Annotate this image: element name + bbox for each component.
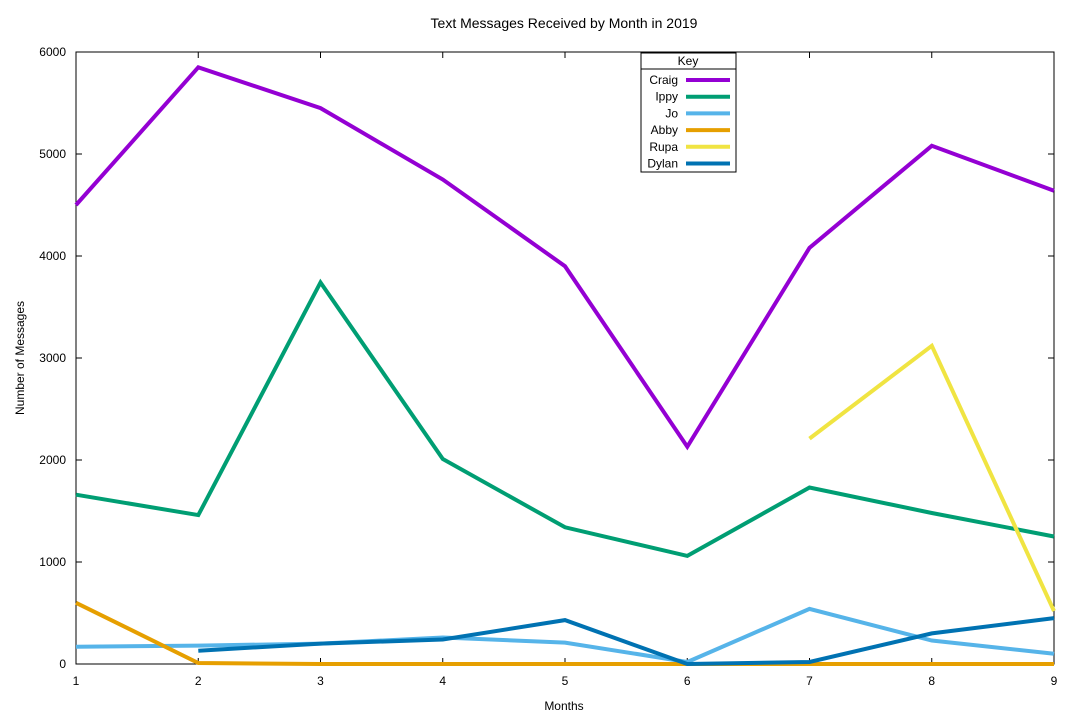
legend-label-rupa: Rupa [649, 140, 678, 154]
legend-items: Craig Ippy Jo Abby Rupa Dylan [647, 73, 730, 171]
axis-ticks [75, 51, 1055, 665]
x-tick-label: 9 [1051, 674, 1058, 688]
x-tick-label: 4 [439, 674, 446, 688]
legend-label-craig: Craig [649, 73, 678, 87]
chart-title: Text Messages Received by Month in 2019 [431, 15, 698, 31]
x-tick-label: 2 [195, 674, 202, 688]
tick-labels: 1 2 3 4 5 6 7 8 9 0 1000 2000 3000 4000 5000 6000 [39, 45, 1057, 688]
x-tick-label: 6 [684, 674, 691, 688]
series-line-ippy [75, 278, 1055, 559]
legend-label-jo: Jo [665, 106, 678, 120]
y-tick-label: 3000 [39, 351, 66, 365]
series-line-rupa [808, 342, 1056, 612]
legend-label-abby: Abby [651, 123, 678, 137]
x-axis-label: Months [544, 699, 583, 713]
y-tick-label: 2000 [39, 453, 66, 467]
y-tick-label: 0 [59, 657, 66, 671]
series-line-abby [75, 601, 1054, 666]
x-tick-label: 7 [806, 674, 813, 688]
series-line-craig [74, 64, 1055, 451]
y-tick-label: 6000 [39, 45, 66, 59]
x-tick-label: 1 [73, 674, 80, 688]
series-line-jo [75, 606, 1055, 665]
y-tick-label: 1000 [39, 555, 66, 569]
y-tick-label: 5000 [39, 147, 66, 161]
x-tick-label: 3 [317, 674, 324, 688]
y-axis-label: Number of Messages [13, 301, 27, 415]
legend-title: Key [678, 54, 699, 68]
plot-frame [75, 51, 1055, 665]
legend: Key Craig Ippy Jo Abby Rupa Dylan [640, 52, 737, 173]
y-tick-label: 4000 [39, 249, 66, 263]
legend-label-ippy: Ippy [655, 90, 678, 104]
x-tick-label: 5 [562, 674, 569, 688]
series-lines [74, 64, 1056, 667]
series-line-dylan [198, 616, 1055, 667]
x-tick-label: 8 [928, 674, 935, 688]
legend-label-dylan: Dylan [647, 157, 678, 171]
